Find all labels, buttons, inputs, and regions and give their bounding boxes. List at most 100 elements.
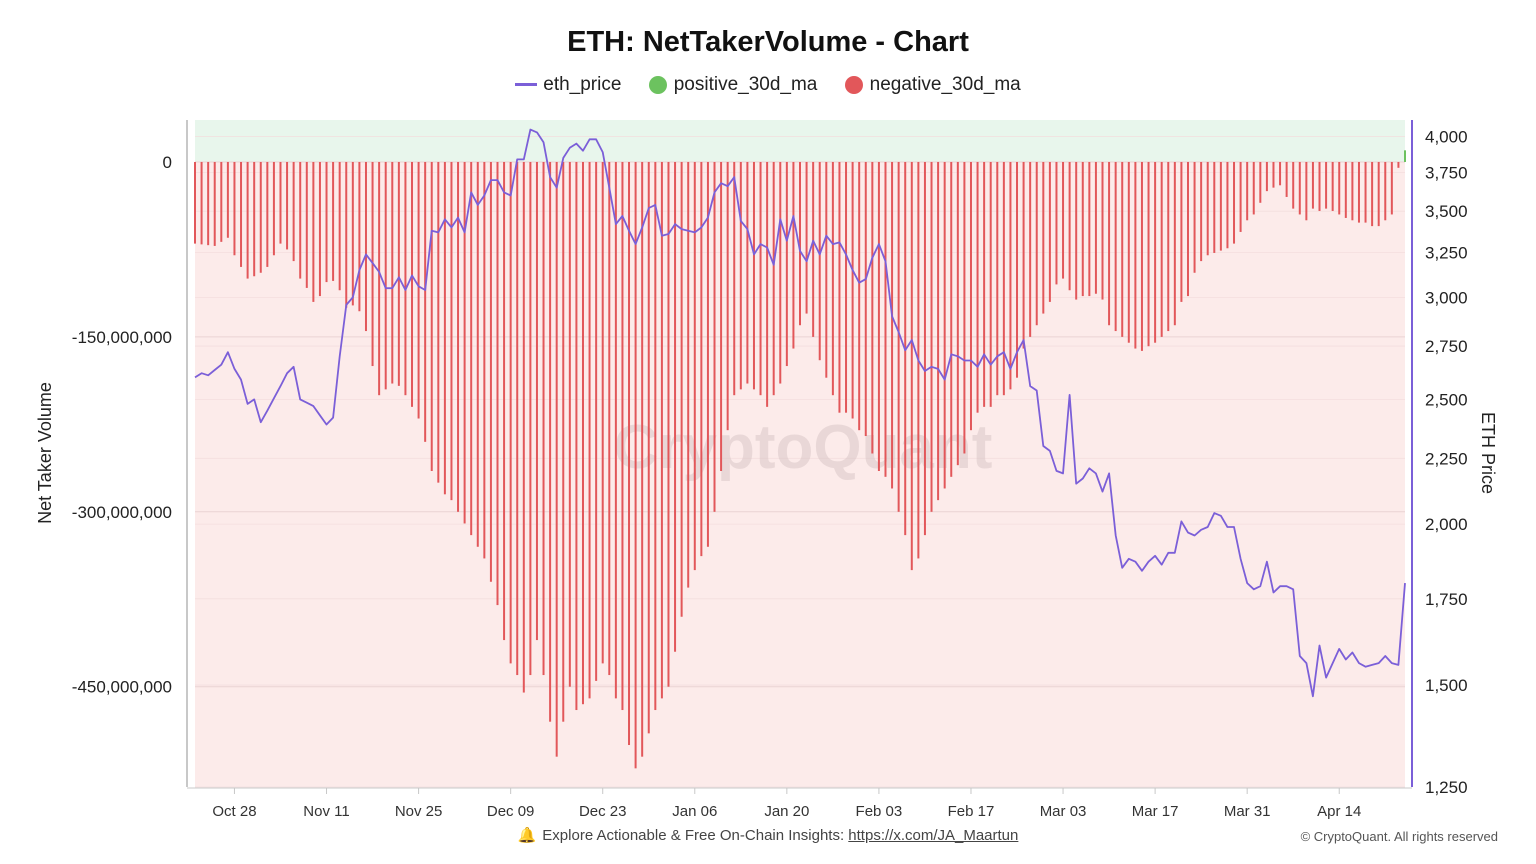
bar-negative-81 <box>726 161 729 431</box>
bar-negative-172 <box>1325 161 1328 209</box>
bar-negative-35 <box>424 161 427 442</box>
bar-negative-89 <box>779 161 782 384</box>
bar-negative-143 <box>1134 161 1137 349</box>
bar-negative-54 <box>549 161 552 722</box>
bar-negative-23 <box>345 161 348 308</box>
bar-negative-139 <box>1108 161 1111 326</box>
bar-negative-24 <box>351 161 354 306</box>
bar-negative-50 <box>522 161 525 693</box>
bar-negative-55 <box>555 161 558 757</box>
x-tick-label-5: Jan 06 <box>672 803 717 820</box>
bar-negative-29 <box>384 161 387 390</box>
bar-negative-85 <box>752 161 755 390</box>
bar-negative-88 <box>772 161 775 396</box>
bar-negative-13 <box>279 161 282 244</box>
bar-negative-46 <box>496 161 499 606</box>
x-tick-label-7: Feb 03 <box>856 803 903 820</box>
bar-negative-118 <box>969 161 972 431</box>
bar-negative-22 <box>338 161 341 291</box>
bar-negative-133 <box>1068 161 1071 291</box>
bar-negative-97 <box>831 161 834 396</box>
bar-negative-71 <box>660 161 663 699</box>
bar-negative-123 <box>1002 161 1005 396</box>
x-tick-label-4: Dec 23 <box>579 803 627 820</box>
bar-negative-40 <box>457 161 460 512</box>
bar-negative-150 <box>1180 161 1183 302</box>
x-tick-label-6: Jan 20 <box>764 803 809 820</box>
y2-tick-label-0: 1,250 <box>1425 778 1468 797</box>
bar-negative-145 <box>1147 161 1150 347</box>
bar-negative-43 <box>476 161 479 547</box>
bar-negative-57 <box>568 161 571 687</box>
footer-link[interactable]: https://x.com/JA_Maartun <box>848 827 1019 844</box>
legend-item-negative[interactable]: negative_30d_ma <box>844 74 1021 96</box>
bar-negative-66 <box>628 161 631 746</box>
bar-negative-165 <box>1279 161 1282 186</box>
chart-title: ETH: NetTakerVolume - Chart <box>567 26 969 58</box>
bar-negative-112 <box>930 161 933 512</box>
x-tick-label-0: Oct 28 <box>212 803 256 820</box>
bar-negative-72 <box>667 161 670 687</box>
bar-negative-3 <box>213 161 216 246</box>
y-tick-label-2: -300,000,000 <box>72 503 172 522</box>
bar-negative-79 <box>713 161 716 512</box>
bar-negative-68 <box>641 161 644 757</box>
bar-negative-99 <box>845 161 848 413</box>
bar-negative-56 <box>562 161 565 722</box>
legend-item-eth-price[interactable]: eth_price <box>515 74 621 96</box>
bar-negative-132 <box>1062 161 1065 279</box>
bar-negative-8 <box>246 161 249 279</box>
bell-icon: 🔔 <box>517 827 537 844</box>
bar-negative-163 <box>1265 161 1268 192</box>
bar-negative-119 <box>976 161 979 413</box>
bar-negative-11 <box>266 161 269 267</box>
bar-negative-158 <box>1233 161 1236 244</box>
y2-tick-label-6: 2,750 <box>1425 337 1468 356</box>
bar-negative-113 <box>937 161 940 501</box>
bar-negative-32 <box>404 161 407 396</box>
bar-negative-162 <box>1259 161 1262 203</box>
bar-negative-37 <box>437 161 440 483</box>
bar-negative-100 <box>851 161 854 419</box>
bar-negative-122 <box>996 161 999 396</box>
bar-negative-156 <box>1219 161 1222 251</box>
bar-negative-86 <box>759 161 762 396</box>
eth-price-line <box>194 128 1406 698</box>
bar-negative-58 <box>575 161 578 711</box>
x-tick-label-1: Nov 11 <box>303 803 349 820</box>
bar-negative-52 <box>535 161 538 641</box>
x-tick-label-2: Nov 25 <box>395 803 443 820</box>
bar-negative-117 <box>963 161 966 454</box>
bar-negative-69 <box>647 161 650 734</box>
bar-negative-16 <box>299 161 302 279</box>
bar-negative-141 <box>1121 161 1124 337</box>
bar-negative-128 <box>1035 161 1038 326</box>
x-tick-label-8: Feb 17 <box>948 803 995 820</box>
bar-negative-155 <box>1213 161 1216 253</box>
bar-negative-4 <box>220 161 223 242</box>
bar-negative-130 <box>1048 161 1051 302</box>
legend-label-positive: positive_30d_ma <box>673 74 818 95</box>
bar-negative-135 <box>1081 161 1084 297</box>
bar-negative-127 <box>1029 161 1032 337</box>
x-tick-label-11: Mar 31 <box>1224 803 1271 820</box>
bar-negative-34 <box>417 161 420 419</box>
bar-negative-39 <box>450 161 453 501</box>
bar-negative-49 <box>516 161 519 676</box>
bar-negative-75 <box>687 161 690 588</box>
bar-negative-168 <box>1298 161 1301 215</box>
bar-negative-67 <box>634 161 637 769</box>
bar-negative-76 <box>693 161 696 571</box>
bar-negative-111 <box>923 161 926 536</box>
bar-negative-161 <box>1252 161 1255 215</box>
bar-negative-149 <box>1173 161 1176 326</box>
y-tick-label-1: -150,000,000 <box>72 328 172 347</box>
bar-negative-44 <box>483 161 486 559</box>
bar-negative-169 <box>1305 161 1308 221</box>
bar-negative-102 <box>864 161 867 437</box>
legend-item-positive[interactable]: positive_30d_ma <box>648 74 818 96</box>
bar-negative-138 <box>1101 161 1104 300</box>
bar-negative-177 <box>1357 161 1360 223</box>
bar-negative-83 <box>739 161 742 390</box>
